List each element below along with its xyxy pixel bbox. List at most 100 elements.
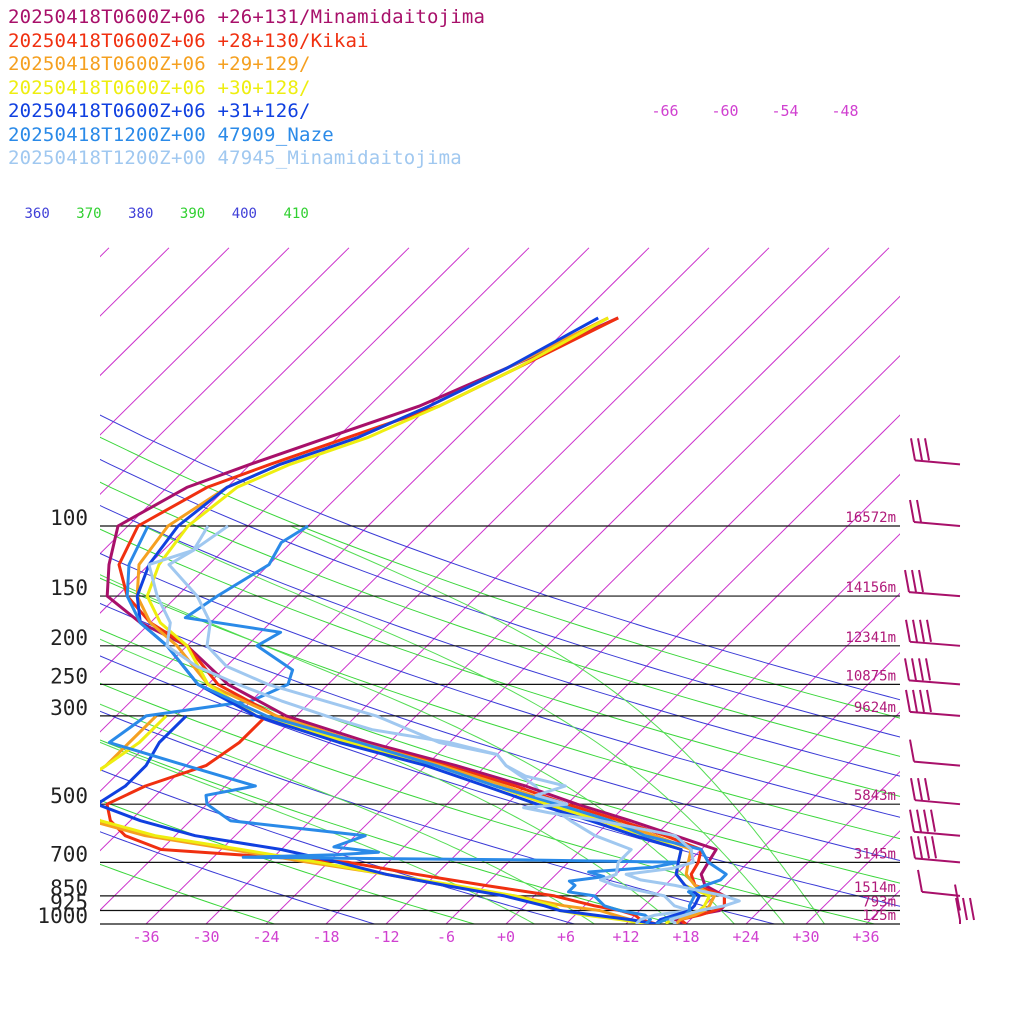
height-label: 793m xyxy=(862,895,896,911)
height-label: 10875m xyxy=(845,668,896,684)
legend-entry: 20250418T0600Z+06 +31+126/ xyxy=(8,100,311,122)
wind-barb xyxy=(905,619,961,647)
isotherm xyxy=(100,247,410,555)
isotherm xyxy=(685,711,900,924)
dry-adiabat xyxy=(100,831,377,924)
isotherm xyxy=(100,247,770,911)
pressure-tick-label: 500 xyxy=(50,784,88,808)
theta-label: 410 xyxy=(283,206,308,222)
temperature-tick-label: -18 xyxy=(312,928,339,946)
theta-label: 400 xyxy=(232,206,257,222)
legend-entry: 20250418T0600Z+06 +29+129/ xyxy=(8,53,311,75)
height-label: 125m xyxy=(862,908,896,924)
dewpoint-line xyxy=(100,714,647,924)
dry-adiabat xyxy=(100,528,900,797)
theta-label: 370 xyxy=(76,206,101,222)
dry-adiabat xyxy=(100,436,900,719)
temperature-tick-label: -36 xyxy=(132,928,159,946)
height-label: 16572m xyxy=(845,510,896,526)
wind-barb xyxy=(955,897,975,924)
dewpoint-line xyxy=(100,714,657,924)
isotherm xyxy=(325,354,900,924)
dry-adiabat xyxy=(100,628,900,884)
dry-adiabat xyxy=(100,602,900,862)
theta-label: 390 xyxy=(180,206,205,222)
dry-adiabat xyxy=(100,863,277,924)
isotherm xyxy=(100,247,350,496)
pressure-tick-label: 700 xyxy=(50,842,88,866)
wind-barb xyxy=(910,836,961,864)
pressure-tick-label: 850 xyxy=(50,876,88,900)
temperature-line xyxy=(117,316,726,924)
legend-entry: 20250418T0600Z+06 +26+131/Minamidaitojim… xyxy=(8,6,486,28)
isotherm xyxy=(745,770,900,924)
height-label: 3145m xyxy=(854,846,896,862)
legend-entry: 20250418T1200Z+00 47945_Minamidaitojima xyxy=(8,147,462,169)
isotherm xyxy=(505,533,900,924)
height-label: 5843m xyxy=(854,788,896,804)
isotherm xyxy=(0,248,49,924)
dry-adiabat xyxy=(100,414,900,701)
temperature-tick-label: +0 xyxy=(497,928,515,946)
height-label: 12341m xyxy=(845,630,896,646)
isotherm xyxy=(100,247,710,852)
height-label: 9624m xyxy=(854,700,896,716)
temperature-tick-label: -24 xyxy=(252,928,279,946)
legend: 20250418T0600Z+06 +26+131/Minamidaitojim… xyxy=(8,6,485,171)
isotherm-label: -60 xyxy=(711,102,738,120)
temperature-tick-label: +36 xyxy=(852,928,879,946)
pressure-tick-label: 1000 xyxy=(37,904,88,928)
isotherm xyxy=(145,247,830,924)
dry-adiabat xyxy=(100,739,677,924)
isotherm xyxy=(100,247,590,733)
dry-adiabat xyxy=(100,481,900,757)
temperature-tick-label: +6 xyxy=(557,928,575,946)
isotherm-label: -66 xyxy=(651,102,678,120)
dry-adiabat xyxy=(100,458,900,738)
theta-label: 380 xyxy=(128,206,153,222)
wind-barb xyxy=(904,658,961,686)
wind-barb xyxy=(904,569,961,598)
isotherm-label: -48 xyxy=(831,102,858,120)
wind-barb xyxy=(909,499,961,527)
wind-barb xyxy=(909,809,961,837)
theta-label: 360 xyxy=(25,206,50,222)
dry-adiabat xyxy=(100,504,900,777)
isotherm xyxy=(625,652,900,924)
dry-adiabat xyxy=(100,682,877,924)
pressure-tick-label: 250 xyxy=(50,664,88,688)
temperature-line xyxy=(147,524,741,924)
pressure-tick-label: 100 xyxy=(50,506,88,530)
isotherm xyxy=(385,414,900,924)
legend-entry: 20250418T0600Z+06 +28+130/Kikai xyxy=(8,29,369,52)
wind-barb xyxy=(910,778,961,806)
height-label: 1514m xyxy=(854,880,896,896)
isotherm xyxy=(565,592,900,924)
dewpoint-line xyxy=(107,524,680,924)
wind-barb xyxy=(910,438,961,466)
dry-adiabat xyxy=(100,710,777,924)
dry-adiabat xyxy=(100,552,900,818)
temperature-line xyxy=(135,316,701,924)
temperature-tick-label: -12 xyxy=(372,928,399,946)
wind-barb xyxy=(909,739,961,767)
temperature-tick-label: +30 xyxy=(792,928,819,946)
isotherm-label: -54 xyxy=(771,102,798,120)
isotherm xyxy=(100,247,290,436)
temperature-tick-label: -6 xyxy=(437,928,455,946)
pressure-tick-label: 300 xyxy=(50,696,88,720)
isotherm xyxy=(205,247,890,924)
wind-barb xyxy=(917,869,961,897)
legend-entry: 20250418T0600Z+06 +30+128/ xyxy=(8,76,311,99)
pressure-tick-label: 200 xyxy=(50,626,88,650)
wind-barb xyxy=(905,689,961,717)
temperature-tick-label: +18 xyxy=(672,928,699,946)
height-label: 14156m xyxy=(845,580,896,596)
pressure-tick-label: 925 xyxy=(50,891,88,915)
temperature-tick-label: -30 xyxy=(192,928,219,946)
isotherm xyxy=(445,473,900,924)
temperature-tick-label: +24 xyxy=(732,928,759,946)
isotherm xyxy=(100,247,230,377)
temperature-tick-label: +12 xyxy=(612,928,639,946)
